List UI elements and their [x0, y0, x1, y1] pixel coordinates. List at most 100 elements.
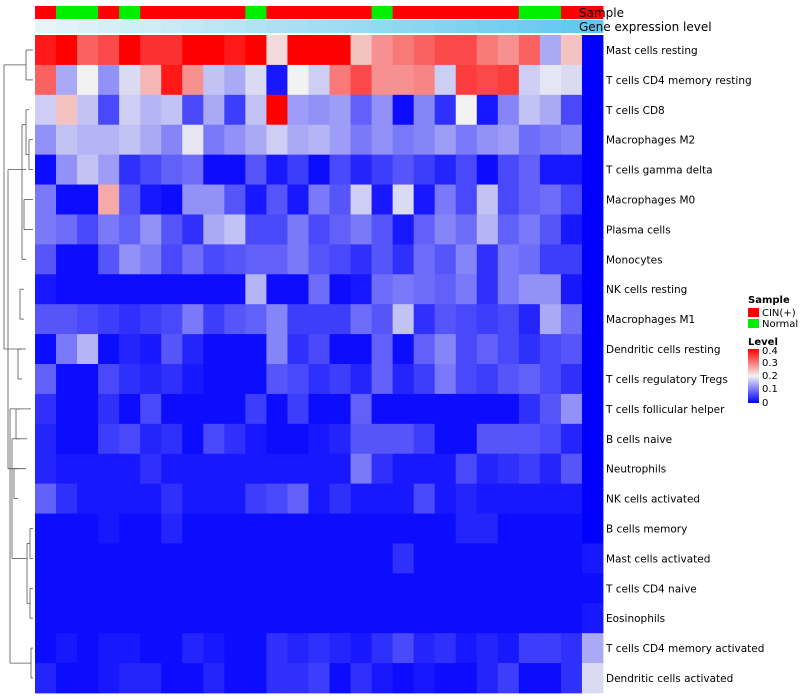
sample-annotation-cell	[245, 6, 267, 19]
heatmap-cell	[476, 573, 499, 604]
heatmap-cell	[182, 393, 204, 425]
heatmap-cell	[182, 573, 204, 604]
heatmap-cell	[434, 513, 457, 544]
heatmap-cell	[539, 573, 562, 604]
heatmap-cell	[539, 633, 562, 664]
heatmap-cell	[224, 543, 246, 574]
heatmap-cell	[434, 154, 457, 185]
heatmap-cell	[329, 453, 351, 485]
heatmap-cell	[350, 393, 372, 425]
heatmap-cell	[329, 513, 351, 544]
heatmap-cell	[434, 244, 457, 275]
heatmap-cell	[203, 364, 225, 395]
heatmap-cell	[350, 513, 372, 544]
heatmap-cell	[266, 334, 288, 365]
heatmap-cell	[119, 393, 141, 425]
heatmap-cell	[287, 633, 309, 664]
heatmap-cell	[224, 453, 246, 485]
heatmap-cell	[581, 274, 604, 305]
heatmap-cell	[392, 393, 415, 425]
heatmap-cell	[35, 154, 57, 185]
sample-annotation-cell	[182, 6, 204, 19]
heatmap-cell	[581, 603, 604, 634]
heatmap-cell	[392, 543, 415, 574]
sample-annotation-cell	[77, 6, 99, 19]
heatmap-cell	[455, 483, 478, 514]
sample-annotation-cell	[455, 6, 478, 19]
heatmap-cell	[497, 124, 520, 156]
heatmap-cell	[224, 214, 246, 245]
heatmap-cell	[182, 94, 204, 126]
heatmap-cell	[182, 304, 204, 335]
heatmap-cell	[182, 124, 204, 156]
heatmap-cell	[245, 124, 267, 156]
gene-expression-cell	[56, 20, 78, 33]
heatmap-cell	[245, 633, 267, 664]
heatmap-cell	[287, 573, 309, 604]
heatmap-cell	[56, 244, 78, 275]
heatmap-cell	[308, 603, 330, 634]
heatmap-cell	[182, 543, 204, 574]
heatmap-cell	[539, 423, 562, 455]
heatmap-cell	[77, 603, 99, 634]
heatmap-cell	[392, 364, 415, 395]
gene-expression-cell	[266, 20, 288, 33]
heatmap-cell	[77, 573, 99, 604]
heatmap-cell	[77, 154, 99, 185]
heatmap-cell	[539, 453, 562, 485]
heatmap-cell	[392, 423, 415, 455]
heatmap-cell	[413, 364, 436, 395]
legend-label-cin: CIN(+)	[762, 308, 796, 319]
heatmap-cell	[245, 483, 267, 514]
heatmap-cell	[182, 184, 204, 215]
heatmap-cell	[518, 423, 541, 455]
heatmap-cell	[581, 304, 604, 335]
heatmap-cell	[56, 453, 78, 485]
heatmap-cell	[35, 453, 57, 485]
heatmap-cell	[455, 573, 478, 604]
heatmap-cell	[245, 35, 267, 66]
heatmap-cell	[203, 94, 225, 126]
heatmap-cell	[476, 633, 499, 664]
heatmap-cell	[119, 513, 141, 544]
heatmap-cell	[308, 453, 330, 485]
heatmap-cell	[98, 124, 120, 156]
heatmap-cell	[392, 184, 415, 215]
sample-annotation-cell	[350, 6, 372, 19]
heatmap-cell	[497, 483, 520, 514]
heatmap-cell	[77, 214, 99, 245]
heatmap-cell	[539, 603, 562, 634]
heatmap-cell	[35, 573, 57, 604]
heatmap-cell	[560, 334, 583, 365]
heatmap-cell	[287, 154, 309, 185]
heatmap-cell	[98, 304, 120, 335]
heatmap-cell	[329, 64, 351, 96]
heatmap-cell	[56, 304, 78, 335]
heatmap-cell	[98, 423, 120, 455]
heatmap-cell	[434, 64, 457, 96]
heatmap-cell	[329, 124, 351, 156]
heatmap-cell	[371, 453, 394, 485]
heatmap-cell	[140, 663, 162, 694]
legend-tick-0: 0	[762, 398, 768, 409]
heatmap-cell	[560, 94, 583, 126]
heatmap-cell	[203, 64, 225, 96]
heatmap-cell	[329, 304, 351, 335]
heatmap-cell	[161, 423, 183, 455]
heatmap-cell	[182, 274, 204, 305]
heatmap-cell	[35, 364, 57, 395]
heatmap-cell	[497, 453, 520, 485]
row-label: B cells memory	[606, 524, 687, 536]
heatmap-cell	[140, 334, 162, 365]
heatmap-cell	[539, 364, 562, 395]
heatmap-cell	[392, 633, 415, 664]
heatmap-cell	[350, 124, 372, 156]
heatmap-cell	[581, 573, 604, 604]
heatmap-cell	[203, 663, 225, 694]
sample-annotation-cell	[539, 6, 562, 19]
heatmap-cell	[119, 453, 141, 485]
sample-annotation-cell	[140, 6, 162, 19]
heatmap-cell	[581, 94, 604, 126]
heatmap-cell	[140, 543, 162, 574]
heatmap-cell	[224, 94, 246, 126]
